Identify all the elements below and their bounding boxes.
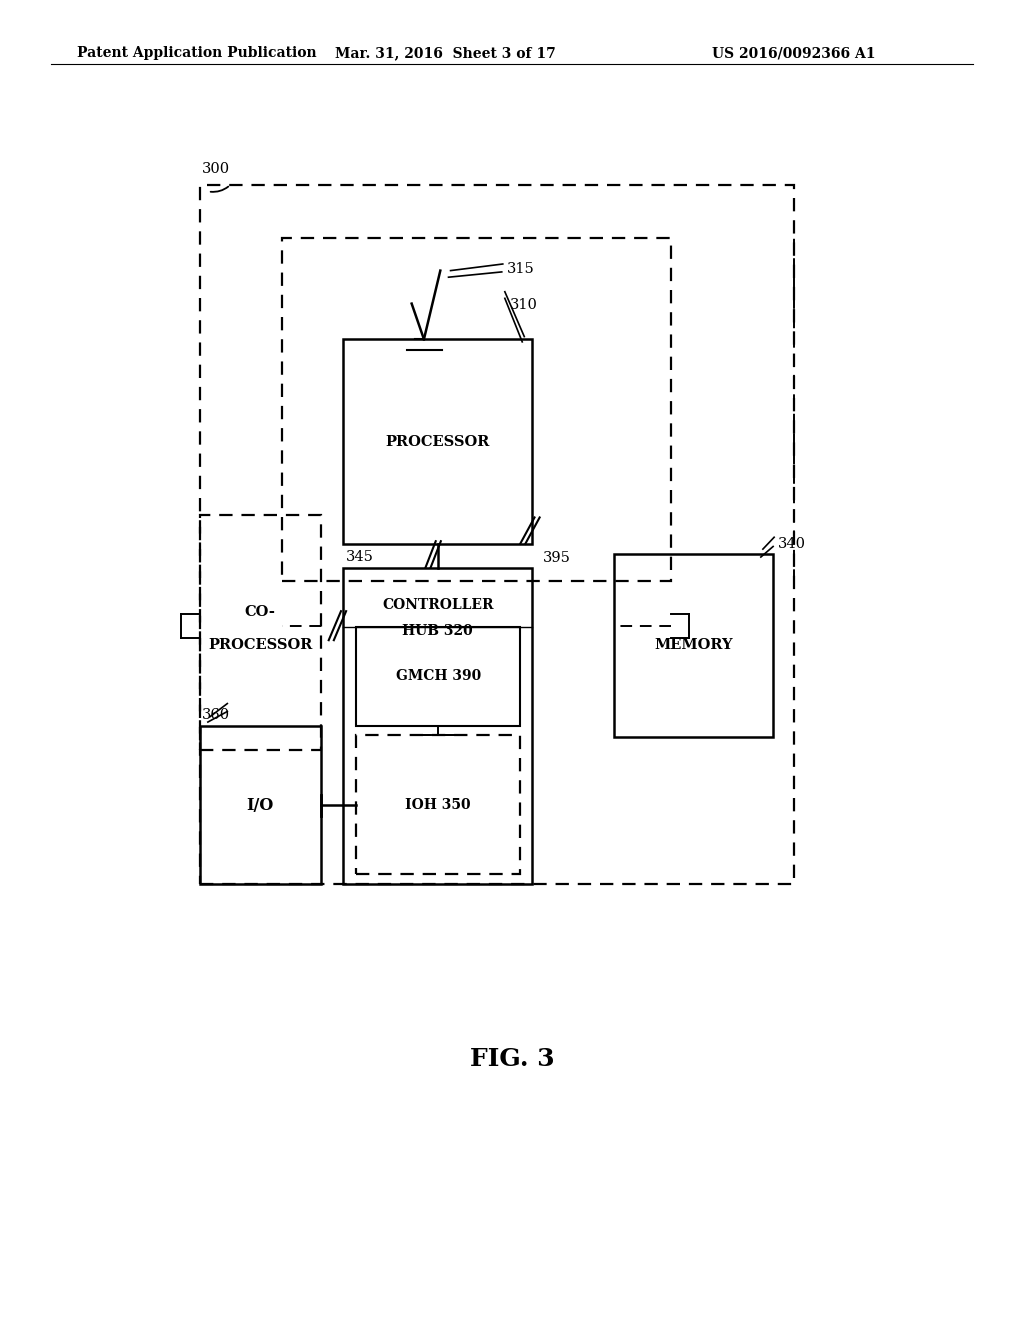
Text: MEMORY: MEMORY <box>654 639 733 652</box>
Text: 345: 345 <box>346 550 374 564</box>
Text: Patent Application Publication: Patent Application Publication <box>77 46 316 61</box>
Text: CO-: CO- <box>245 606 275 619</box>
Text: US 2016/0092366 A1: US 2016/0092366 A1 <box>712 46 876 61</box>
Text: PROCESSOR: PROCESSOR <box>208 639 312 652</box>
Text: HUB 320: HUB 320 <box>402 624 473 638</box>
Text: Mar. 31, 2016  Sheet 3 of 17: Mar. 31, 2016 Sheet 3 of 17 <box>335 46 556 61</box>
Text: 315: 315 <box>507 263 535 276</box>
Text: 310: 310 <box>510 298 538 312</box>
Bar <box>356 627 520 726</box>
Bar <box>200 515 321 750</box>
Text: GMCH 390: GMCH 390 <box>395 669 481 684</box>
Text: PROCESSOR: PROCESSOR <box>386 434 489 449</box>
Text: 395: 395 <box>543 552 570 565</box>
Text: 340: 340 <box>778 537 806 550</box>
Text: IOH 350: IOH 350 <box>406 797 471 812</box>
Bar <box>200 726 321 884</box>
Text: 360: 360 <box>202 709 229 722</box>
Bar <box>356 735 520 874</box>
Bar <box>343 568 532 884</box>
Text: CONTROLLER: CONTROLLER <box>382 598 494 611</box>
Text: FIG. 3: FIG. 3 <box>470 1047 554 1071</box>
Text: I/O: I/O <box>247 797 273 813</box>
Bar <box>200 185 794 884</box>
Text: 300: 300 <box>202 162 229 176</box>
Bar <box>614 554 773 737</box>
Bar <box>282 238 671 581</box>
Bar <box>343 339 532 544</box>
